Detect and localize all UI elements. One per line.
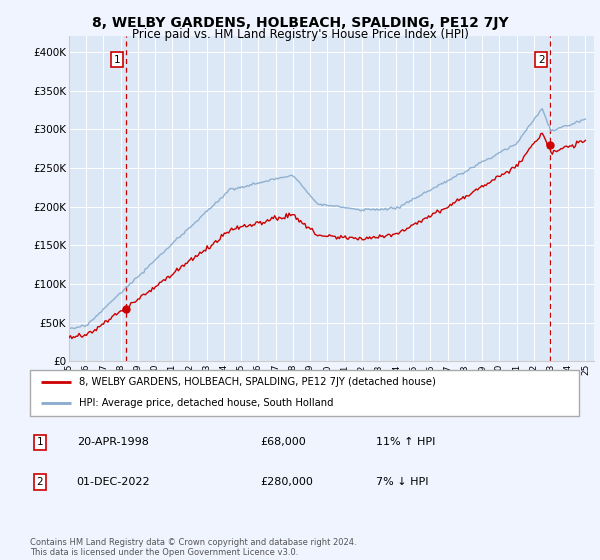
Text: 2: 2 — [37, 477, 43, 487]
Text: 1: 1 — [37, 437, 43, 447]
Text: 01-DEC-2022: 01-DEC-2022 — [77, 477, 150, 487]
Text: HPI: Average price, detached house, South Holland: HPI: Average price, detached house, Sout… — [79, 398, 334, 408]
Text: £280,000: £280,000 — [260, 477, 313, 487]
Text: 11% ↑ HPI: 11% ↑ HPI — [376, 437, 435, 447]
Text: Price paid vs. HM Land Registry's House Price Index (HPI): Price paid vs. HM Land Registry's House … — [131, 28, 469, 41]
Text: £68,000: £68,000 — [260, 437, 307, 447]
Text: 1: 1 — [114, 55, 121, 64]
Text: 8, WELBY GARDENS, HOLBEACH, SPALDING, PE12 7JY: 8, WELBY GARDENS, HOLBEACH, SPALDING, PE… — [92, 16, 508, 30]
Text: 2: 2 — [538, 55, 544, 64]
Text: 7% ↓ HPI: 7% ↓ HPI — [376, 477, 428, 487]
Text: Contains HM Land Registry data © Crown copyright and database right 2024.
This d: Contains HM Land Registry data © Crown c… — [30, 538, 356, 557]
Text: 8, WELBY GARDENS, HOLBEACH, SPALDING, PE12 7JY (detached house): 8, WELBY GARDENS, HOLBEACH, SPALDING, PE… — [79, 377, 436, 387]
Text: 20-APR-1998: 20-APR-1998 — [77, 437, 149, 447]
